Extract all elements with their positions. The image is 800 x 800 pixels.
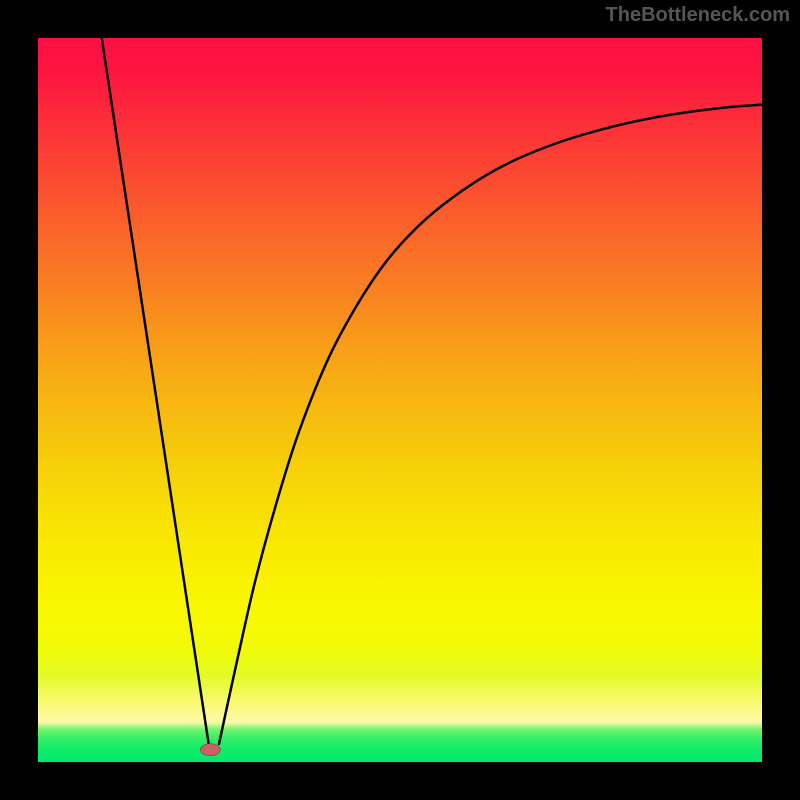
bottleneck-chart: TheBottleneck.com bbox=[0, 0, 800, 800]
plot-area bbox=[38, 38, 762, 762]
watermark-text: TheBottleneck.com bbox=[606, 4, 790, 27]
chart-svg bbox=[0, 0, 800, 800]
optimal-marker bbox=[200, 744, 220, 756]
